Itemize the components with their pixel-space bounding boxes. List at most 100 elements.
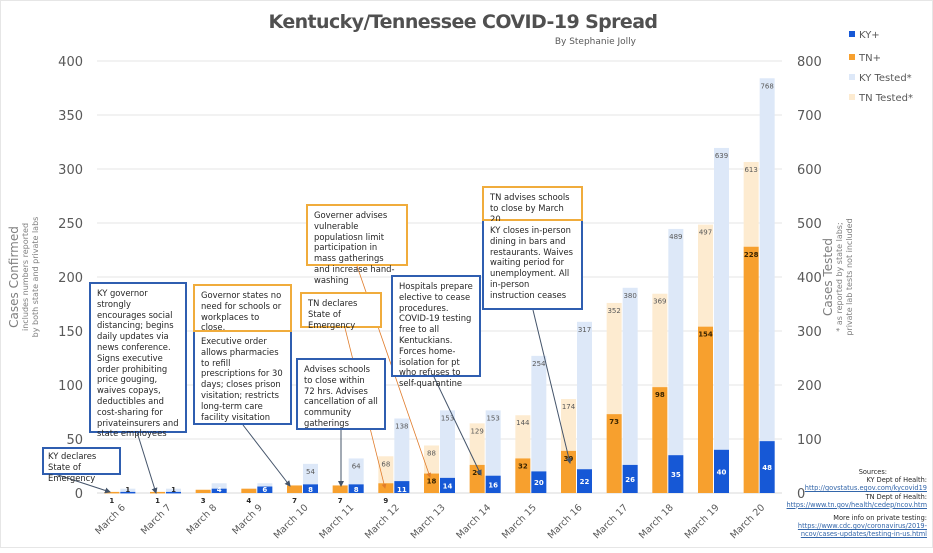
label-ky-positive: 1 [171, 486, 176, 494]
right-axis-tick-label: 200 [797, 379, 822, 394]
left-axis-ticks: 0 50 100 150 200 250 300 350 400 [58, 55, 83, 502]
right-axis-tick-label: 100 [797, 433, 822, 448]
right-axis-tick-label: 600 [797, 163, 822, 178]
bar-ky-positive [166, 491, 181, 494]
chart-subtitle: By Stephanie Jolly [555, 37, 637, 47]
label-tn-positive: 18 [427, 478, 437, 486]
label-ky-positive: 11 [397, 486, 407, 494]
bar-ky-tested [759, 78, 775, 493]
bar-ky-positive [348, 484, 364, 493]
bar-tn-positive [150, 491, 165, 494]
label-tn-positive: 1 [109, 497, 114, 505]
bar-tn-positive [287, 485, 302, 493]
bar-ky-tested [120, 488, 136, 493]
label-tn-tested: 613 [744, 166, 757, 174]
data-labels: 1111344654786478681389118815318141291532… [109, 82, 773, 505]
right-axis-tick-label: 400 [797, 271, 822, 286]
right-axis-tick-label: 500 [797, 217, 822, 232]
private-testing-link-1[interactable]: https://www.cdc.gov/coronavirus/2019- [797, 522, 927, 531]
annotation-ky-dining: KY closes in-person dining in bars and r… [482, 221, 583, 310]
annotation-tn-schools-close: TN advises schools to close by March 20 [482, 186, 583, 224]
label-tn-positive: 32 [518, 462, 528, 470]
bar-ky-positive [394, 481, 410, 493]
left-axis-subtitle-2: by both state and private labs [31, 217, 40, 338]
x-axis-category-label: March 12 [363, 502, 402, 541]
label-ky-positive: 16 [488, 481, 498, 489]
ky-source-link[interactable]: http://govstatus.egov.com/kycovid19 [804, 484, 927, 493]
legend-label-ky-tested: KY Tested* [859, 73, 912, 84]
legend: KY+ TN+ KY Tested* TN Tested* [849, 30, 913, 104]
right-axis-tick-label: 300 [797, 325, 822, 340]
label-ky-positive: 40 [717, 468, 727, 476]
x-axis-category-label: March 18 [637, 502, 676, 541]
label-tn-positive: 9 [383, 497, 388, 505]
bar-ky-positive [485, 475, 501, 493]
left-axis-title: Cases Confirmed [7, 226, 21, 328]
left-axis-tick-label: 100 [58, 379, 83, 394]
bar-tn-positive [515, 458, 531, 493]
x-axis-category-label: March 8 [185, 502, 220, 537]
label-ky-tested: 153 [486, 414, 499, 422]
bar-tn-positive [195, 489, 211, 493]
x-axis-category-label: March 6 [93, 502, 128, 537]
label-ky-tested: 64 [352, 462, 361, 470]
bar-tn-positive [698, 326, 713, 493]
arrow-ky-emergency [54, 473, 111, 494]
bar-ky-positive [257, 486, 273, 493]
legend-label-tn-tested: TN Tested* [858, 93, 913, 104]
label-ky-tested: 768 [760, 82, 773, 90]
legend-label-ky-positive: KY+ [859, 30, 880, 41]
annotation-ky-pharmacies: Executive order allows pharmacies to ref… [193, 332, 292, 425]
x-axis-labels: March 6 March 7 March 8 March 9 March 10 Marc… [93, 502, 767, 541]
arrow-ky-hospitals [433, 376, 482, 476]
bar-ky-positive [211, 488, 227, 493]
left-axis-tick-label: 50 [66, 433, 83, 448]
bar-tn-positive [606, 414, 622, 493]
annotation-ky-schools-72: Advises schools to close within 72 hrs. … [296, 358, 386, 430]
left-axis-title-group: Cases Confirmed includes numbers reporte… [7, 217, 40, 338]
annotation-ky-hospitals: Hospitals prepare elective to cease proc… [391, 275, 481, 388]
bar-ky-positive [303, 484, 318, 493]
label-ky-positive: 8 [354, 486, 359, 494]
x-axis-category-label: March 19 [683, 502, 722, 541]
bar-tn-positive [241, 488, 257, 493]
bar-ky-positive [714, 449, 729, 493]
label-ky-tested: 489 [669, 233, 682, 241]
positive-bars [104, 246, 775, 494]
arrow-ky-dining [532, 309, 572, 464]
bar-ky-positive [120, 491, 136, 494]
annotation-ky-emergency: KY declares State of Emergency [42, 447, 121, 483]
bar-ky-positive [577, 469, 592, 493]
label-ky-tested: 639 [715, 152, 728, 160]
x-axis-category-label: March 14 [454, 502, 493, 541]
label-tn-tested: 88 [427, 449, 436, 457]
bar-ky-tested [394, 418, 410, 493]
label-ky-positive: 35 [671, 471, 681, 479]
tn-source-link[interactable]: https://www.tn.gov/health/cedep/ncov.htm [786, 500, 927, 509]
private-testing-link-2[interactable]: ncov/cases-updates/testing-in-us.html [800, 530, 927, 539]
right-axis-subtitle-2: private lab tests not included [845, 218, 854, 335]
bar-ky-tested [485, 410, 501, 493]
bar-ky-tested [622, 287, 638, 493]
label-ky-positive: 4 [217, 486, 222, 494]
private-testing-label: More info on private testing: [833, 514, 927, 523]
left-axis-tick-label: 150 [58, 325, 83, 340]
label-ky-tested: 380 [623, 292, 636, 300]
bar-tn-positive [332, 485, 348, 493]
label-tn-positive: 1 [155, 497, 160, 505]
legend-swatch-tn-tested [849, 94, 855, 100]
label-tn-tested: 369 [653, 298, 666, 306]
label-tn-positive: 26 [472, 469, 482, 477]
bar-ky-tested [440, 410, 455, 493]
annotation-tn-gov-no-close: Governor states no need for schools or w… [193, 284, 292, 332]
label-tn-tested: 68 [381, 460, 390, 468]
legend-label-tn-positive: TN+ [858, 53, 881, 64]
bar-ky-tested [668, 228, 684, 493]
label-tn-positive: 4 [246, 497, 251, 505]
label-tn-tested: 174 [562, 403, 576, 411]
legend-swatch-ky-positive [849, 31, 855, 37]
left-axis-tick-label: 200 [58, 271, 83, 286]
legend-swatch-tn-positive [849, 54, 855, 60]
